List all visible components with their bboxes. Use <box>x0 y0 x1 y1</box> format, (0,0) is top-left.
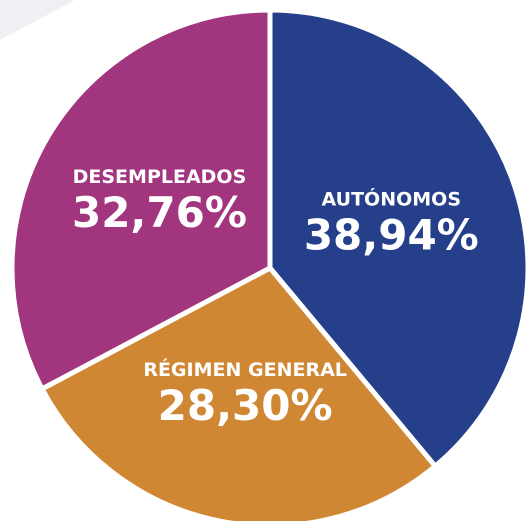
slice-name: RÉGIMEN GENERAL <box>143 358 347 381</box>
slice-name: AUTÓNOMOS <box>322 187 461 211</box>
pie-slice <box>38 264 439 521</box>
slice-value-label: 32,76% <box>72 188 247 237</box>
pie <box>9 7 531 521</box>
slice-value-label: 38,94% <box>304 211 479 260</box>
slice-name: DESEMPLEADOS <box>73 166 247 188</box>
pie-slice <box>267 7 531 470</box>
slice-value-label: 28,30% <box>158 381 333 430</box>
pie-slice <box>9 7 273 393</box>
background-shape <box>0 0 75 40</box>
